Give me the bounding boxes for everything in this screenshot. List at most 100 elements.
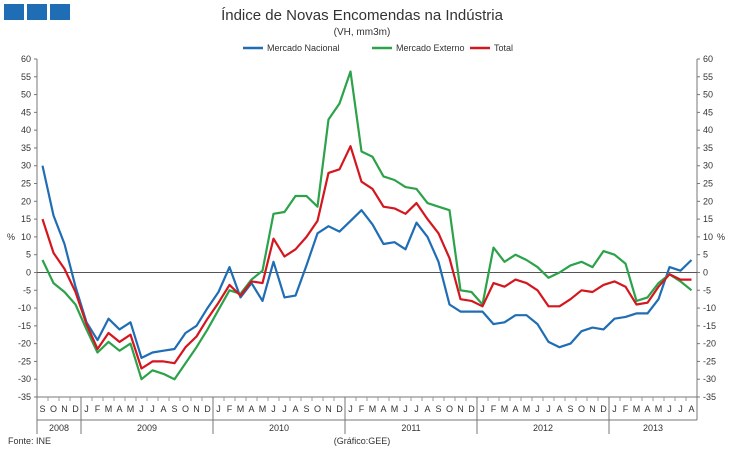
y-tick-label-left: -30 [18,374,31,384]
month-label: F [623,404,629,414]
y-tick-label-left: 25 [21,179,31,189]
y-tick-label-right: 30 [703,161,713,171]
month-label: M [523,404,531,414]
y-tick-label-left: -15 [18,321,31,331]
month-label: A [248,404,254,414]
y-tick-label-right: 55 [703,72,713,82]
month-label: A [116,404,122,414]
legend-label: Mercado Nacional [267,43,340,53]
month-label: S [171,404,177,414]
month-label: J [216,404,221,414]
month-label: O [50,404,57,414]
y-tick-label-left: 30 [21,161,31,171]
month-label: A [380,404,386,414]
month-label: F [227,404,233,414]
series-line-total [41,145,692,370]
y-axis-label-left: % [7,232,15,242]
month-label: J [612,404,617,414]
month-label: J [546,404,551,414]
month-label: A [512,404,518,414]
month-label: N [457,404,464,414]
month-label: M [237,404,245,414]
y-tick-label-right: -5 [703,285,711,295]
year-label: 2011 [401,423,420,433]
y-tick-label-left: -20 [18,339,31,349]
y-tick-label-right: 35 [703,143,713,153]
y-tick-label-right: -25 [703,356,716,366]
legend: Mercado Nacional Mercado Externo Total [243,43,513,53]
y-tick-label-right: 25 [703,179,713,189]
month-label: J [414,404,419,414]
y-axis-label-right: % [717,232,725,242]
month-label: M [633,404,641,414]
month-label: J [480,404,485,414]
month-label: J [150,404,155,414]
month-label: M [655,404,663,414]
month-label: M [127,404,135,414]
month-label: N [589,404,596,414]
month-label: S [567,404,573,414]
month-label: D [336,404,343,414]
legend-label: Total [494,43,513,53]
y-tick-label-left: -25 [18,356,31,366]
month-label: M [259,404,267,414]
source-note: Fonte: INE [8,436,51,446]
y-tick-label-left: -35 [18,392,31,402]
y-tick-label-right: 40 [703,125,713,135]
month-label: D [72,404,79,414]
y-tick-label-left: 20 [21,196,31,206]
y-tick-label-right: -30 [703,374,716,384]
y-tick-label-left: 35 [21,143,31,153]
y-tick-label-left: -5 [23,285,31,295]
month-label: O [314,404,321,414]
month-label: J [403,404,408,414]
month-label: M [501,404,509,414]
month-label: J [535,404,540,414]
y-tick-label-right: 0 [703,267,708,277]
legend-label: Mercado Externo [396,43,465,53]
chart-title: Índice de Novas Encomendas na Indústria [221,7,503,24]
y-tick-label-right: 10 [703,232,713,242]
month-label: D [600,404,607,414]
chart-subtitle: (VH, mm3m) [334,27,391,38]
series-line-mercado-nacional [41,165,693,359]
y-tick-label-right: 15 [703,214,713,224]
year-label: 2013 [643,423,663,433]
month-label: S [39,404,45,414]
year-label: 2010 [269,423,289,433]
series-lines [41,70,693,381]
month-label: A [160,404,166,414]
y-tick-label-left: 45 [21,107,31,117]
y-tick-label-right: -35 [703,392,716,402]
y-tick-label-right: 20 [703,196,713,206]
y-tick-label-left: 10 [21,232,31,242]
month-label: J [84,404,89,414]
year-label: 2012 [533,423,553,433]
month-label: J [139,404,144,414]
y-tick-label-right: 60 [703,54,713,64]
credit-note: (Gráfico:GEE) [334,436,391,446]
month-label: O [446,404,453,414]
month-label: A [556,404,562,414]
month-label: S [435,404,441,414]
month-label: O [182,404,189,414]
logo-square [27,4,47,20]
y-tick-label-left: 15 [21,214,31,224]
ine-logo [4,4,70,20]
month-label: A [688,404,694,414]
month-label: J [282,404,287,414]
month-label: O [578,404,585,414]
month-label: A [292,404,298,414]
y-tick-label-right: -15 [703,321,716,331]
y-tick-label-right: -10 [703,303,716,313]
y-tick-label-left: 50 [21,90,31,100]
y-tick-label-left: 60 [21,54,31,64]
month-label: F [95,404,101,414]
month-label: N [193,404,200,414]
y-tick-label-left: 5 [26,250,31,260]
month-label: J [348,404,353,414]
month-label: F [359,404,365,414]
y-tick-label-left: 40 [21,125,31,135]
month-label: J [271,404,276,414]
